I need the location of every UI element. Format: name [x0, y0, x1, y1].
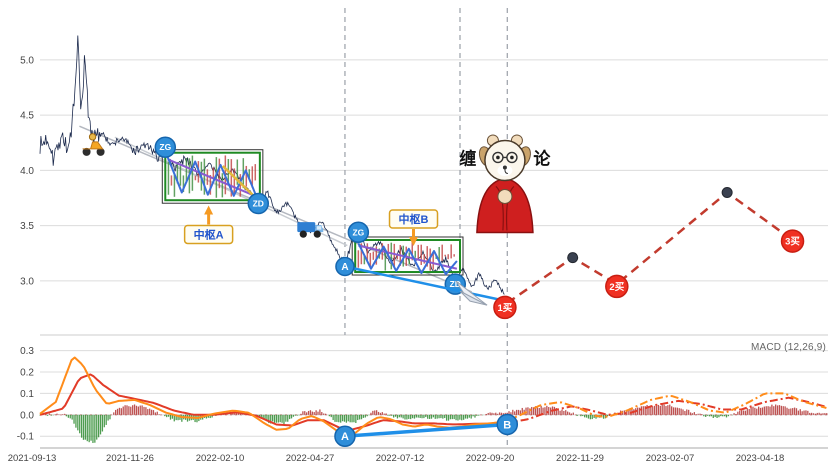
pivot-box	[354, 238, 462, 274]
x-tick-label: 2022-02-10	[196, 453, 245, 464]
macd-point-b-marker	[496, 413, 519, 436]
forecast-path	[506, 191, 794, 305]
pivot-arrow-up-icon	[204, 205, 214, 215]
mascot-dog: 缠论	[459, 134, 551, 234]
pivot-badge-label: ZD	[253, 199, 264, 209]
dif-line	[39, 356, 504, 436]
mascot-text-right: 论	[533, 148, 551, 168]
mascot-text-left: 缠	[459, 148, 476, 168]
forecast-dot	[721, 186, 733, 198]
pivot-label: 中枢B	[399, 212, 429, 226]
price-ytick-label: 3.5	[20, 221, 34, 232]
x-tick-label: 2021-11-26	[106, 453, 154, 464]
x-tick-label: 2022-04-27	[286, 453, 335, 464]
macd-ytick-label: 0.2	[20, 368, 34, 379]
pivot-badge-label: ZG	[352, 227, 364, 237]
buy-point-label: 1买	[498, 303, 513, 314]
price-ytick-label: 5.0	[20, 55, 34, 66]
x-tick-label: 2022-09-20	[466, 453, 515, 464]
pivot-badge-label: ZG	[159, 142, 171, 152]
pivot-zigzag-line	[166, 156, 259, 200]
pivot-label: 中枢A	[194, 227, 224, 241]
dea-forecast-line	[504, 396, 827, 425]
price-ytick-label: 3.0	[20, 276, 34, 287]
forecast-dot	[567, 252, 579, 264]
point-a-label: A	[341, 262, 348, 273]
macd-point-a-label: A	[341, 431, 349, 443]
pivot-diagonal-line	[167, 158, 258, 198]
truck-icon	[297, 222, 324, 238]
pivot-badge	[347, 221, 370, 244]
x-tick-label: 2022-11-29	[556, 453, 604, 464]
macd-ytick-label: 0.1	[20, 389, 34, 400]
point-a-marker	[335, 256, 355, 277]
pivot-badge-label: ZD	[450, 279, 461, 289]
x-tick-label: 2023-02-07	[646, 453, 695, 464]
macd-indicator-label: MACD (12,26,9)	[750, 342, 826, 353]
x-tick-label: 2022-07-12	[376, 453, 425, 464]
pivot-label-box	[388, 209, 439, 229]
pivot-yellow-segment	[221, 165, 257, 199]
pivot-box-outer	[161, 149, 264, 204]
price-series	[39, 35, 505, 295]
buy-point	[780, 229, 805, 253]
price-divergence-line	[344, 265, 506, 302]
pivot-label-box	[183, 224, 234, 245]
macd-point-b-label: B	[503, 419, 511, 431]
pivot-badge	[154, 136, 177, 158]
macd-ytick-label: 0.0	[20, 410, 34, 421]
macd-ytick-label: 0.3	[20, 346, 34, 357]
macd-ytick-label: -0.1	[17, 432, 35, 443]
pivot-zigzag-line	[357, 242, 458, 276]
scooter-icon	[82, 133, 105, 156]
price-ytick-label: 4.0	[20, 166, 34, 177]
pivot-box-outer	[351, 236, 464, 276]
x-tick-label: 2023-04-18	[736, 453, 785, 464]
buy-point-label: 2买	[609, 282, 624, 293]
macd-divergence-line	[344, 422, 508, 438]
buy-point	[493, 295, 517, 320]
pivot-badge	[247, 192, 270, 215]
x-tick-label: 2021-09-13	[8, 453, 57, 464]
buy-point-label: 3买	[785, 237, 800, 248]
dea-line	[39, 373, 504, 431]
buy-point	[605, 274, 629, 299]
plane-icon	[455, 280, 488, 306]
price-ytick-label: 4.5	[20, 111, 34, 122]
macd-point-a-marker	[334, 425, 356, 447]
pivot-arrow-down-icon	[409, 237, 419, 247]
pivot-box	[164, 151, 261, 202]
